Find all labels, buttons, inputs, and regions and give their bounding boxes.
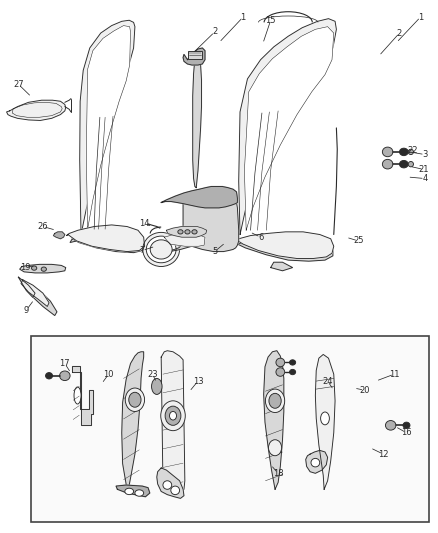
Text: 26: 26	[38, 222, 48, 231]
Text: 9: 9	[24, 306, 29, 314]
Text: 15: 15	[265, 16, 276, 25]
Text: 18: 18	[273, 469, 283, 478]
Ellipse shape	[41, 267, 46, 271]
Text: 16: 16	[401, 429, 412, 437]
Ellipse shape	[382, 159, 393, 169]
Polygon shape	[53, 232, 65, 239]
Ellipse shape	[60, 371, 70, 381]
Text: 1: 1	[240, 13, 246, 21]
Polygon shape	[72, 366, 93, 425]
Ellipse shape	[268, 440, 282, 456]
Bar	[188, 51, 202, 59]
Polygon shape	[315, 354, 335, 489]
Text: 6: 6	[258, 233, 263, 241]
Text: 4: 4	[422, 174, 427, 183]
Polygon shape	[161, 203, 239, 253]
Polygon shape	[231, 232, 334, 259]
Polygon shape	[164, 235, 205, 246]
Text: 10: 10	[103, 370, 114, 378]
Text: 21: 21	[419, 165, 429, 174]
Ellipse shape	[152, 378, 162, 394]
Ellipse shape	[125, 488, 134, 495]
Ellipse shape	[265, 389, 285, 413]
Ellipse shape	[135, 490, 144, 496]
Polygon shape	[157, 468, 184, 498]
Ellipse shape	[178, 230, 183, 234]
Text: 5: 5	[212, 247, 217, 256]
Polygon shape	[80, 20, 135, 235]
Ellipse shape	[143, 232, 180, 266]
Polygon shape	[86, 26, 131, 229]
Text: 13: 13	[193, 377, 203, 385]
Ellipse shape	[311, 458, 320, 467]
Ellipse shape	[170, 411, 177, 420]
Ellipse shape	[321, 412, 329, 425]
Ellipse shape	[269, 393, 281, 408]
Ellipse shape	[192, 230, 197, 234]
Text: 23: 23	[147, 370, 158, 378]
Ellipse shape	[290, 360, 296, 365]
Ellipse shape	[408, 149, 413, 155]
Text: 1: 1	[418, 13, 423, 21]
Polygon shape	[166, 227, 207, 237]
Text: 3: 3	[422, 150, 427, 159]
Ellipse shape	[290, 369, 296, 375]
Polygon shape	[271, 262, 293, 271]
Polygon shape	[21, 280, 49, 306]
Polygon shape	[161, 187, 237, 208]
Text: 2: 2	[212, 28, 217, 36]
Polygon shape	[20, 264, 66, 273]
Bar	[31, 336, 429, 522]
Text: 2: 2	[397, 29, 402, 37]
Polygon shape	[70, 239, 142, 253]
Ellipse shape	[125, 388, 145, 411]
Ellipse shape	[276, 358, 285, 367]
Polygon shape	[116, 485, 150, 497]
Ellipse shape	[399, 160, 408, 168]
Text: 22: 22	[407, 146, 418, 155]
Polygon shape	[183, 48, 205, 65]
Polygon shape	[306, 450, 328, 473]
Polygon shape	[25, 284, 57, 316]
Text: 25: 25	[353, 237, 364, 245]
Ellipse shape	[408, 161, 413, 167]
Ellipse shape	[129, 392, 141, 407]
Polygon shape	[7, 100, 66, 120]
Text: 14: 14	[139, 220, 150, 228]
Ellipse shape	[165, 406, 181, 425]
Ellipse shape	[46, 373, 53, 379]
Ellipse shape	[32, 266, 37, 270]
Ellipse shape	[399, 148, 408, 156]
Ellipse shape	[150, 240, 172, 259]
Ellipse shape	[163, 481, 172, 489]
Polygon shape	[122, 352, 144, 489]
Polygon shape	[244, 27, 334, 230]
Polygon shape	[239, 19, 336, 235]
Polygon shape	[234, 241, 333, 261]
Polygon shape	[161, 351, 185, 493]
Text: 27: 27	[13, 80, 24, 88]
Text: 20: 20	[359, 386, 370, 394]
Polygon shape	[193, 53, 201, 188]
Text: 24: 24	[322, 377, 333, 385]
Ellipse shape	[403, 422, 410, 429]
Ellipse shape	[74, 387, 81, 404]
Polygon shape	[18, 277, 35, 297]
Ellipse shape	[161, 401, 185, 431]
Text: 17: 17	[60, 359, 70, 368]
Ellipse shape	[185, 230, 190, 234]
Text: 11: 11	[389, 370, 399, 378]
Text: 12: 12	[378, 450, 389, 458]
Ellipse shape	[276, 368, 285, 376]
Polygon shape	[264, 351, 284, 489]
Text: 19: 19	[20, 263, 31, 272]
Text: 7: 7	[140, 246, 145, 255]
Ellipse shape	[146, 236, 176, 263]
Ellipse shape	[385, 421, 396, 430]
Ellipse shape	[382, 147, 393, 157]
Polygon shape	[67, 225, 145, 252]
Ellipse shape	[171, 486, 180, 495]
